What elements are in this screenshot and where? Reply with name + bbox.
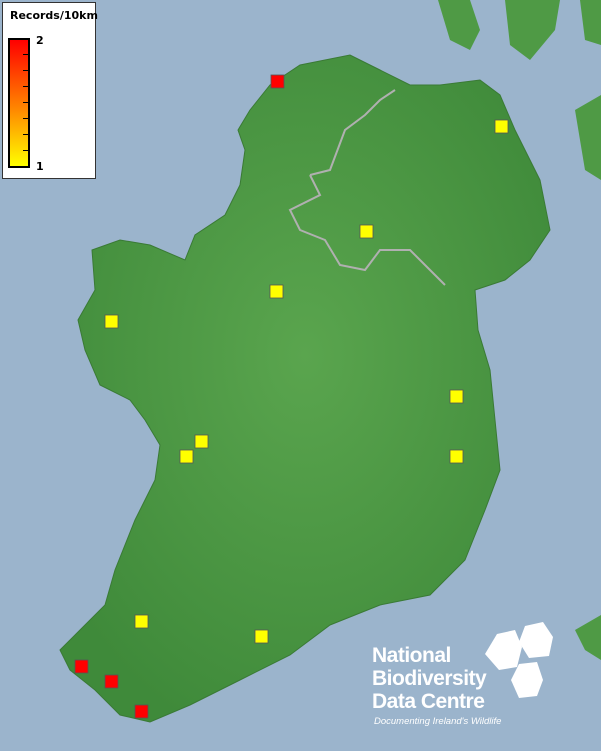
legend-min-label: 1	[36, 160, 44, 173]
legend-color-scale	[8, 38, 30, 168]
logo-text: National Biodiversity Data Centre	[372, 644, 487, 713]
record-square[interactable]	[134, 704, 149, 719]
logo-line2: Biodiversity	[372, 667, 487, 690]
legend: Records/10km 2 1	[2, 2, 98, 179]
record-square[interactable]	[494, 119, 509, 134]
record-square[interactable]	[269, 284, 284, 299]
record-square[interactable]	[270, 74, 285, 89]
record-square[interactable]	[104, 674, 119, 689]
record-square[interactable]	[104, 314, 119, 329]
logo-tagline: Documenting Ireland's Wildlife	[374, 716, 502, 727]
nbdc-logo: National Biodiversity Data Centre Docume…	[372, 622, 562, 730]
record-square[interactable]	[359, 224, 374, 239]
record-square[interactable]	[74, 659, 89, 674]
record-square[interactable]	[254, 629, 269, 644]
logo-hexagons-icon	[485, 622, 553, 698]
record-square[interactable]	[194, 434, 209, 449]
logo-line3: Data Centre	[372, 690, 485, 713]
ireland-landmass	[59, 54, 551, 723]
legend-max-label: 2	[36, 34, 44, 47]
logo-line1: National	[372, 644, 451, 667]
record-square[interactable]	[134, 614, 149, 629]
ni-border	[288, 89, 446, 286]
legend-title: Records/10km	[10, 9, 98, 22]
record-square[interactable]	[449, 449, 464, 464]
record-square[interactable]	[179, 449, 194, 464]
record-square[interactable]	[449, 389, 464, 404]
